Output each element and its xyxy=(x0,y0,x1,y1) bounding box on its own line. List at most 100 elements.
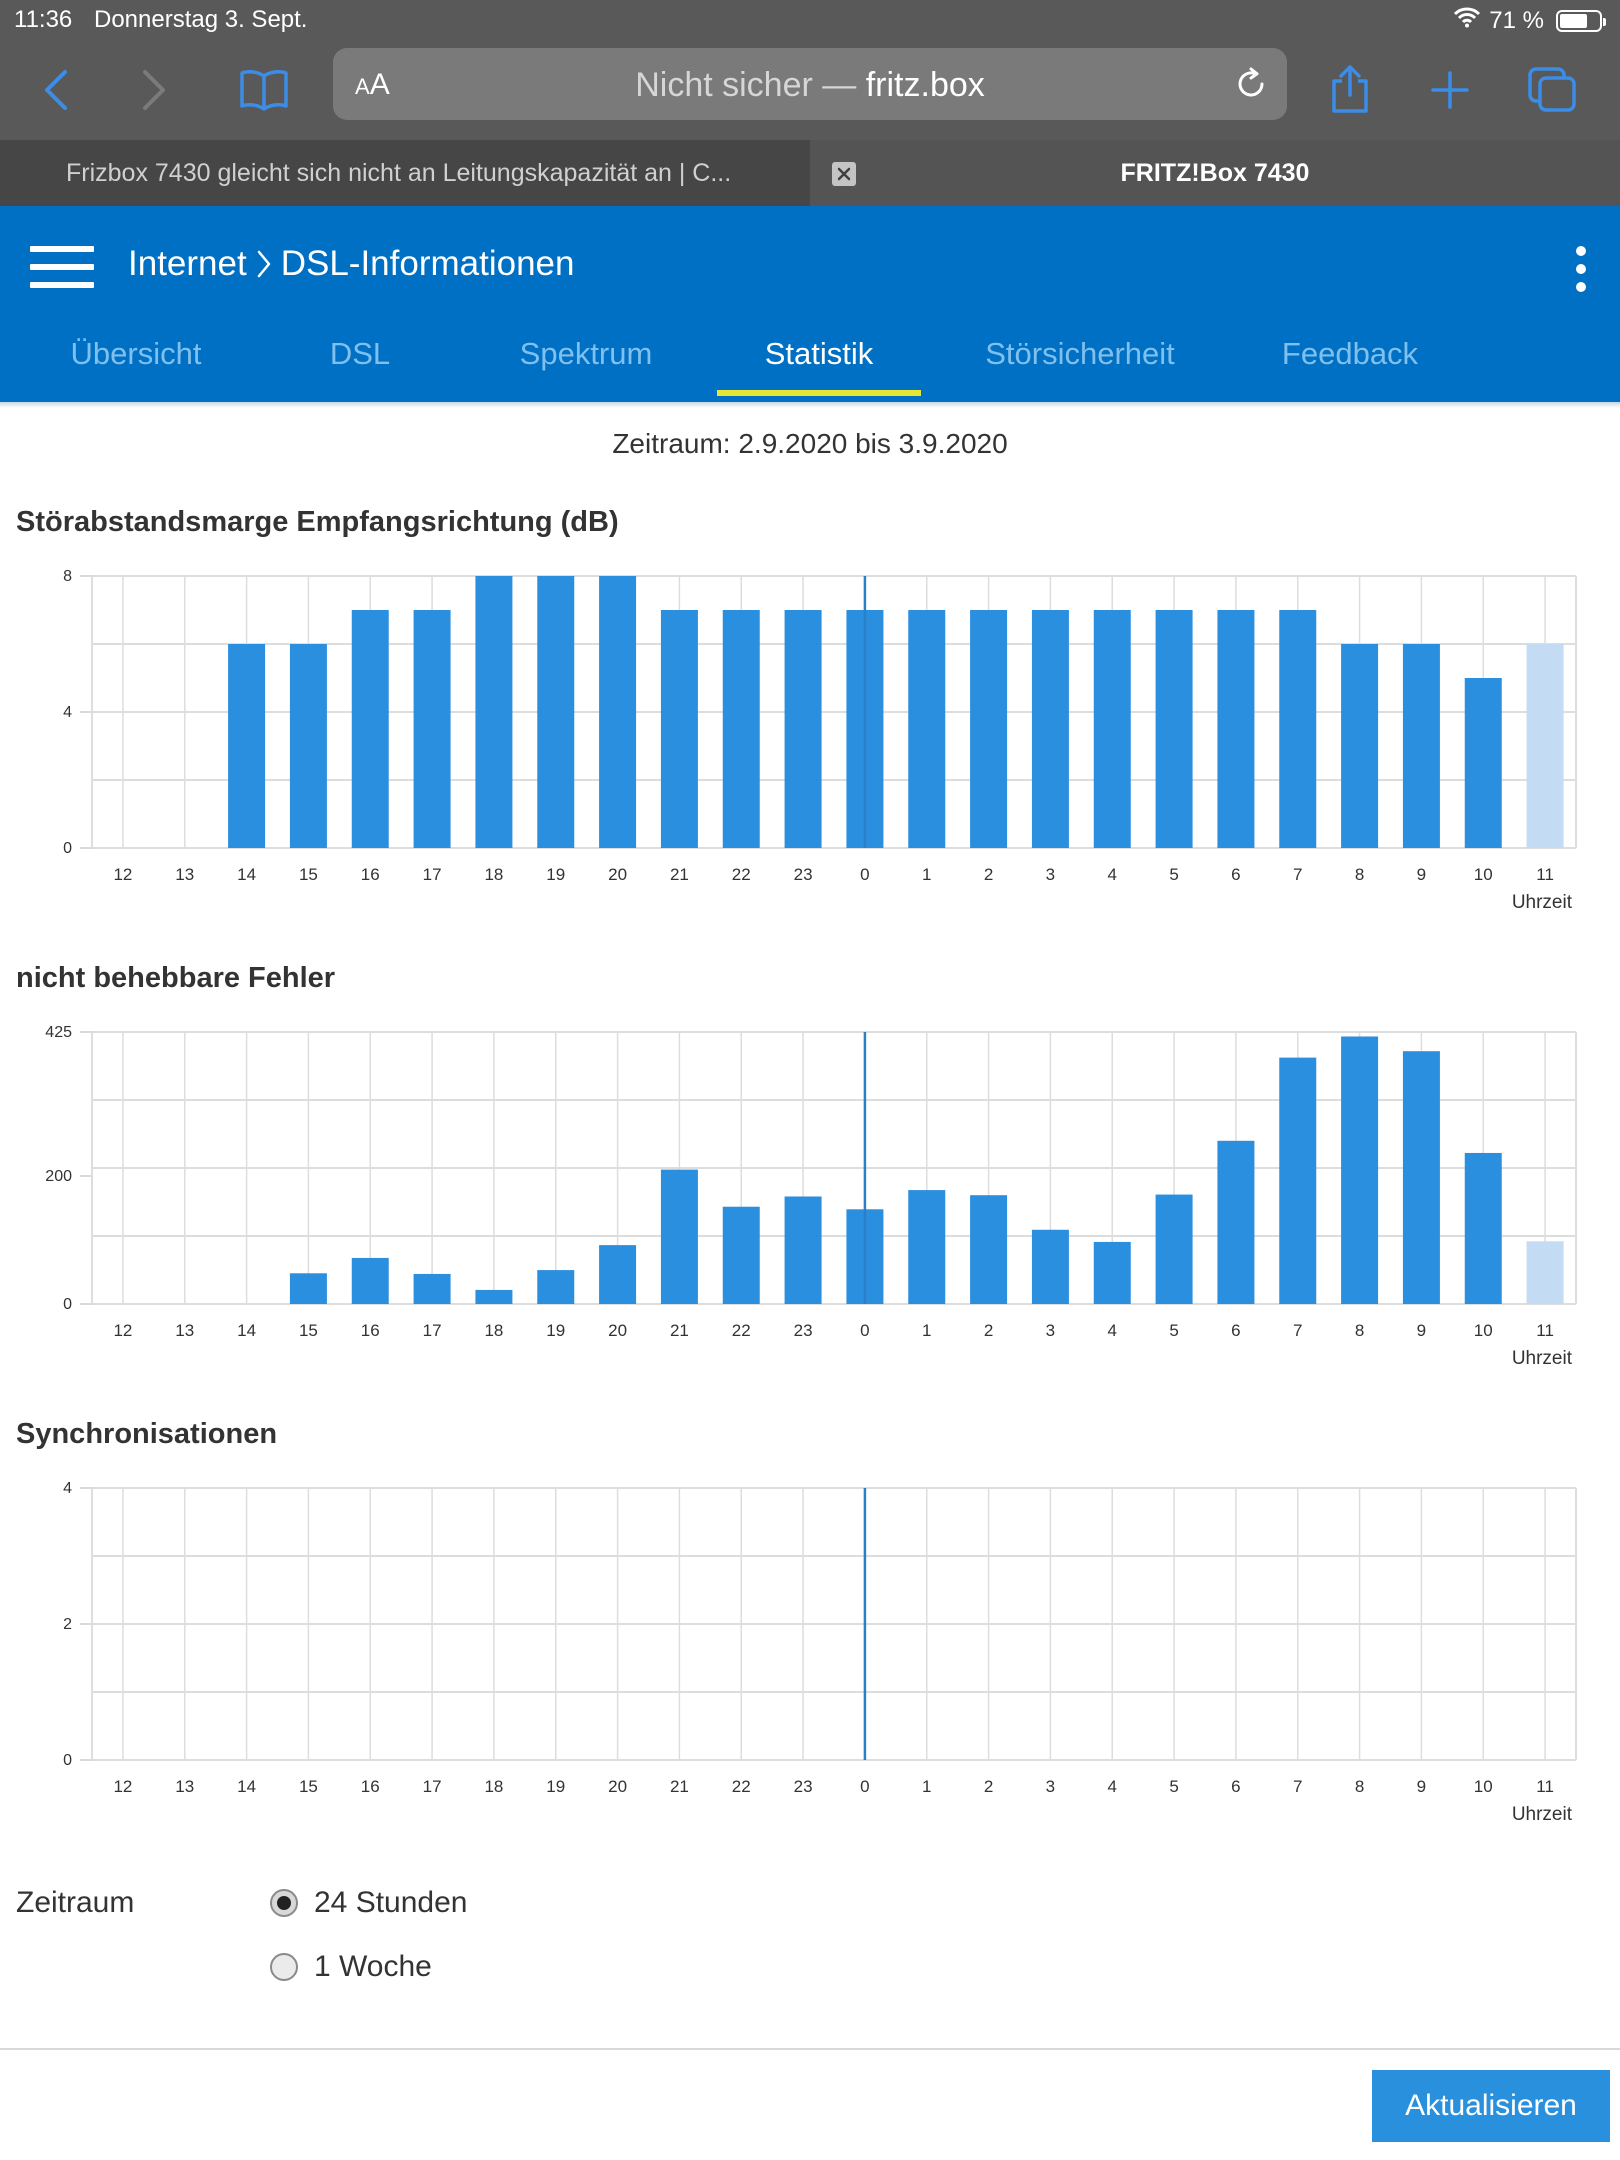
radio-24-stunden[interactable]: 24 Stunden xyxy=(270,1886,467,1920)
x-tick-label: 11 xyxy=(1536,1777,1554,1796)
new-tab-button[interactable] xyxy=(1418,58,1482,122)
bar-current-hour xyxy=(1526,644,1564,848)
y-tick-label: 0 xyxy=(63,1752,72,1769)
radio-label-24-stunden: 24 Stunden xyxy=(314,1886,468,1919)
bar xyxy=(599,1245,637,1304)
menu-icon-line xyxy=(30,264,94,270)
bar xyxy=(351,1257,389,1304)
x-tick-label: 21 xyxy=(670,865,689,884)
bar xyxy=(908,610,946,848)
url-security-note: Nicht sicher — xyxy=(635,66,857,104)
bar-current-hour xyxy=(1526,1241,1564,1304)
browser-toolbar: AA Nicht sicher — fritz.box xyxy=(0,40,1620,140)
bar xyxy=(660,1169,698,1304)
forward-button[interactable] xyxy=(122,58,186,122)
x-tick-label: 15 xyxy=(299,865,318,884)
x-tick-label: 1 xyxy=(922,1777,931,1796)
share-icon xyxy=(1332,65,1368,113)
status-date: Donnerstag 3. Sept. xyxy=(94,6,308,33)
chevron-left-icon xyxy=(45,70,67,110)
radio-1-woche[interactable]: 1 Woche xyxy=(270,1950,432,1984)
x-axis-label: Uhrzeit xyxy=(1512,1804,1573,1825)
bar xyxy=(1155,610,1193,848)
bar xyxy=(784,1196,822,1304)
bar xyxy=(1093,1241,1131,1304)
x-tick-label: 7 xyxy=(1293,865,1302,884)
bar xyxy=(413,610,451,848)
x-tick-label: 5 xyxy=(1169,865,1178,884)
bar xyxy=(228,644,266,848)
x-tick-label: 9 xyxy=(1417,1321,1426,1340)
x-tick-label: 5 xyxy=(1169,1321,1178,1340)
y-tick-label: 425 xyxy=(45,1024,72,1041)
browser-tab-inactive[interactable]: Frizbox 7430 gleicht sich nicht an Leitu… xyxy=(0,140,810,206)
x-tick-label: 14 xyxy=(237,1321,256,1340)
breadcrumb-root[interactable]: Internet xyxy=(128,244,247,283)
x-tick-label: 22 xyxy=(732,865,751,884)
bar xyxy=(1031,610,1069,848)
tab-stoersicherheit[interactable]: Störsicherheit xyxy=(985,336,1175,371)
bar xyxy=(289,1273,327,1304)
x-tick-label: 9 xyxy=(1417,1777,1426,1796)
radio-button-checked[interactable] xyxy=(270,1889,298,1917)
x-tick-label: 4 xyxy=(1108,1777,1117,1796)
bookmarks-button[interactable] xyxy=(232,58,296,122)
chevron-right-icon xyxy=(143,70,165,110)
chart-snr: 0 4 8 12 13 14 15 16 17 18 19 20 21 22 23 0 1 2 3 4 5 6 7 8 9 10 1… xyxy=(0,560,1620,920)
bar xyxy=(1279,1057,1317,1304)
battery-percent: 71 % xyxy=(1489,6,1544,34)
breadcrumb: Internet DSL-Informationen xyxy=(128,244,574,284)
x-tick-label: 12 xyxy=(113,865,132,884)
menu-button[interactable] xyxy=(30,242,96,294)
tab-feedback[interactable]: Feedback xyxy=(1281,336,1419,371)
x-tick-label: 20 xyxy=(608,1321,627,1340)
x-tick-label: 7 xyxy=(1293,1321,1302,1340)
tabs-overview-button[interactable] xyxy=(1520,58,1584,122)
kebab-dot xyxy=(1576,282,1586,292)
x-tick-label: 4 xyxy=(1108,865,1117,884)
more-options-button[interactable] xyxy=(1568,244,1594,294)
bar xyxy=(1402,1051,1440,1304)
header-shadow xyxy=(0,402,1620,408)
x-axis-label: Uhrzeit xyxy=(1512,892,1573,913)
chart-title-sync: Synchronisationen xyxy=(16,1418,278,1450)
x-tick-label: 3 xyxy=(1046,865,1055,884)
x-tick-label: 16 xyxy=(361,865,380,884)
x-tick-label: 15 xyxy=(299,1321,318,1340)
book-icon xyxy=(240,70,288,111)
tab-uebersicht[interactable]: Übersicht xyxy=(70,336,202,371)
bar xyxy=(289,644,327,848)
radio-button[interactable] xyxy=(270,1953,298,1981)
menu-icon-line xyxy=(30,246,94,252)
kebab-dot xyxy=(1576,264,1586,274)
bar xyxy=(475,1289,513,1304)
address-bar[interactable]: AA Nicht sicher — fritz.box xyxy=(333,48,1287,120)
x-tick-label: 22 xyxy=(732,1321,751,1340)
bar xyxy=(537,1270,575,1304)
x-tick-label: 0 xyxy=(860,1321,869,1340)
x-tick-label: 1 xyxy=(922,865,931,884)
browser-tab-active[interactable]: FRITZ!Box 7430 xyxy=(810,140,1620,206)
x-tick-label: 1 xyxy=(922,1321,931,1340)
x-tick-label: 23 xyxy=(794,1777,813,1796)
x-tick-label: 23 xyxy=(794,1321,813,1340)
reader-options-button[interactable]: AA xyxy=(355,68,390,102)
x-tick-label: 23 xyxy=(794,865,813,884)
status-bar: 11:36 Donnerstag 3. Sept. 71 % xyxy=(0,0,1620,40)
x-tick-label: 12 xyxy=(113,1777,132,1796)
bar xyxy=(475,576,513,848)
tab-dsl[interactable]: DSL xyxy=(329,336,391,371)
share-button[interactable] xyxy=(1318,58,1382,122)
back-button[interactable] xyxy=(24,58,88,122)
x-tick-label: 2 xyxy=(984,1777,993,1796)
tab-statistik[interactable]: Statistik xyxy=(764,336,874,371)
update-button[interactable]: Aktualisieren xyxy=(1372,2070,1610,2142)
tab-spektrum[interactable]: Spektrum xyxy=(519,336,653,371)
close-icon xyxy=(837,167,851,181)
reload-button[interactable] xyxy=(1227,60,1275,108)
x-tick-label: 7 xyxy=(1293,1777,1302,1796)
close-tab-button[interactable] xyxy=(832,162,856,186)
